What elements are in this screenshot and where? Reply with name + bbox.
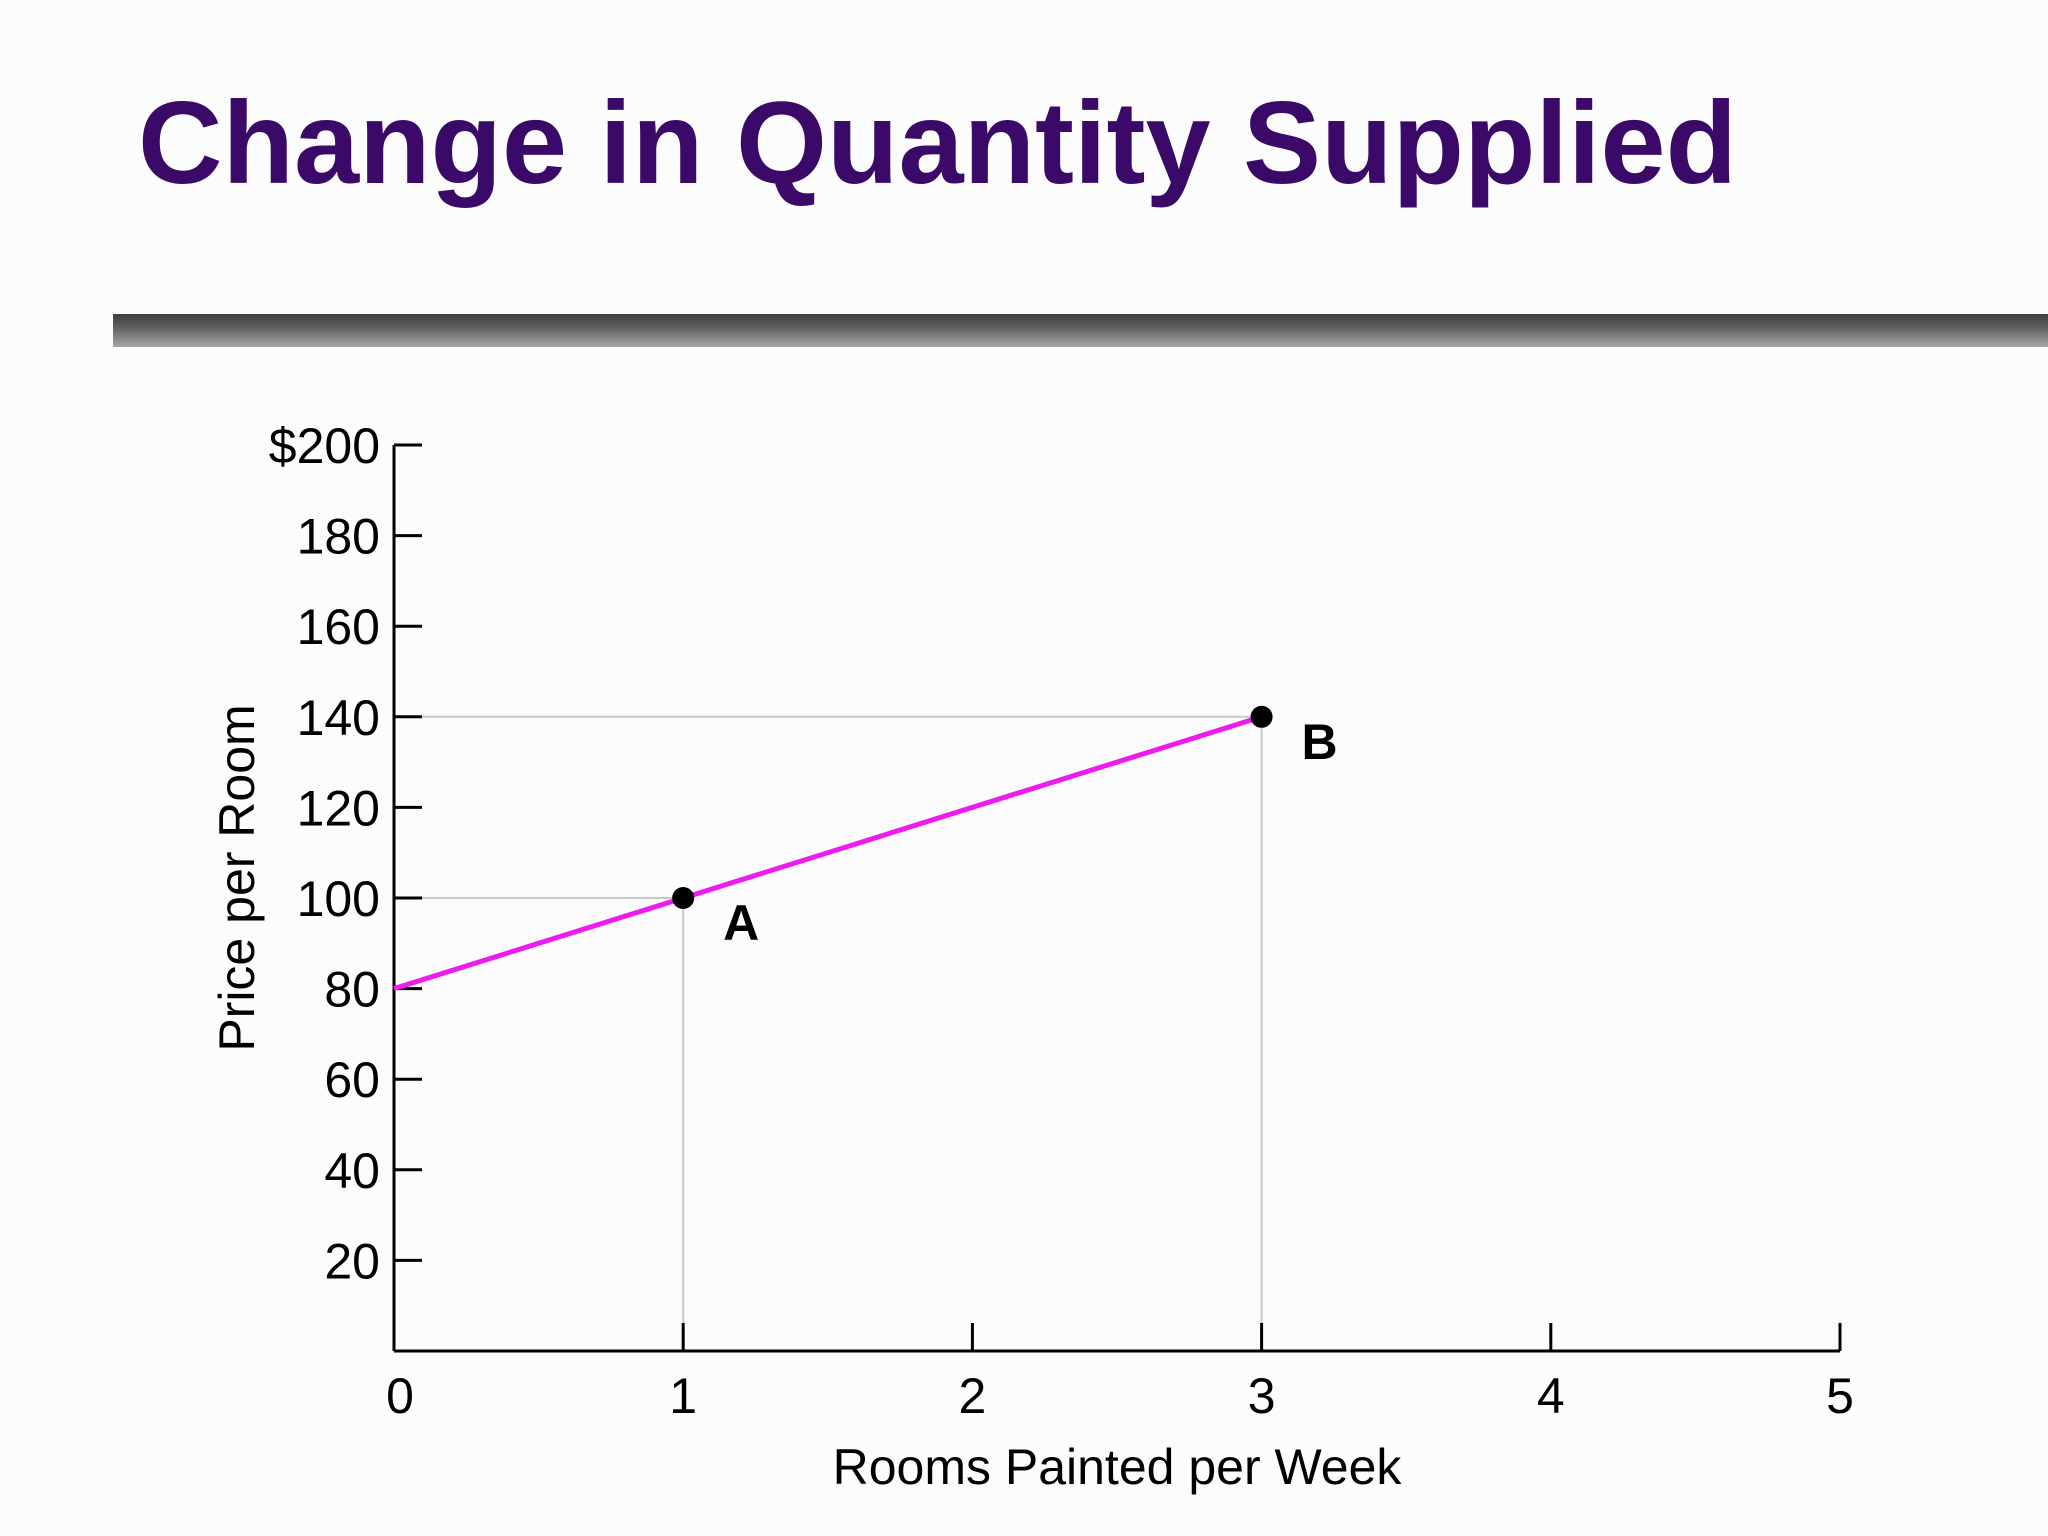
x-tick-label-0: 0 <box>386 1368 414 1424</box>
slide-title: Change in Quantity Supplied <box>138 77 1738 208</box>
x-tick-label-5: 5 <box>1826 1368 1854 1424</box>
title-divider <box>113 314 2048 347</box>
y-tick-label-60: 60 <box>324 1052 380 1108</box>
y-tick-label-20: 20 <box>324 1233 380 1289</box>
chart-points: AB <box>672 705 1338 951</box>
y-tick-label-120: 120 <box>297 780 380 836</box>
y-tick-label-140: 140 <box>297 690 380 746</box>
axis-ticks <box>394 443 1842 1351</box>
supply-series <box>393 714 1263 991</box>
y-tick-label-80: 80 <box>324 962 380 1018</box>
x-tick-label-3: 3 <box>1248 1368 1276 1424</box>
point-a-marker <box>672 887 695 909</box>
y-tick-label-100: 100 <box>297 871 380 927</box>
y-tick-label-180: 180 <box>297 509 380 565</box>
reference-lines <box>394 715 1263 1351</box>
point-b-label: B <box>1302 714 1338 770</box>
point-b-marker <box>1250 705 1273 728</box>
y-axis-label: Price per Room <box>209 704 265 1051</box>
supply-curve-line <box>393 714 1263 991</box>
x-tick-label-4: 4 <box>1537 1368 1565 1424</box>
y-tick-label-200: $200 <box>269 418 380 474</box>
x-tick-label-1: 1 <box>669 1368 697 1424</box>
point-a-label: A <box>723 895 759 951</box>
y-tick-label-160: 160 <box>297 599 380 655</box>
x-tick-label-2: 2 <box>958 1368 986 1424</box>
y-tick-label-40: 40 <box>324 1143 380 1199</box>
tick-labels: 20 40 60 80 100 120 140 160 180 $200 0 1 2 3 4 5 <box>269 418 1854 1424</box>
x-axis-label: Rooms Painted per Week <box>833 1439 1403 1495</box>
